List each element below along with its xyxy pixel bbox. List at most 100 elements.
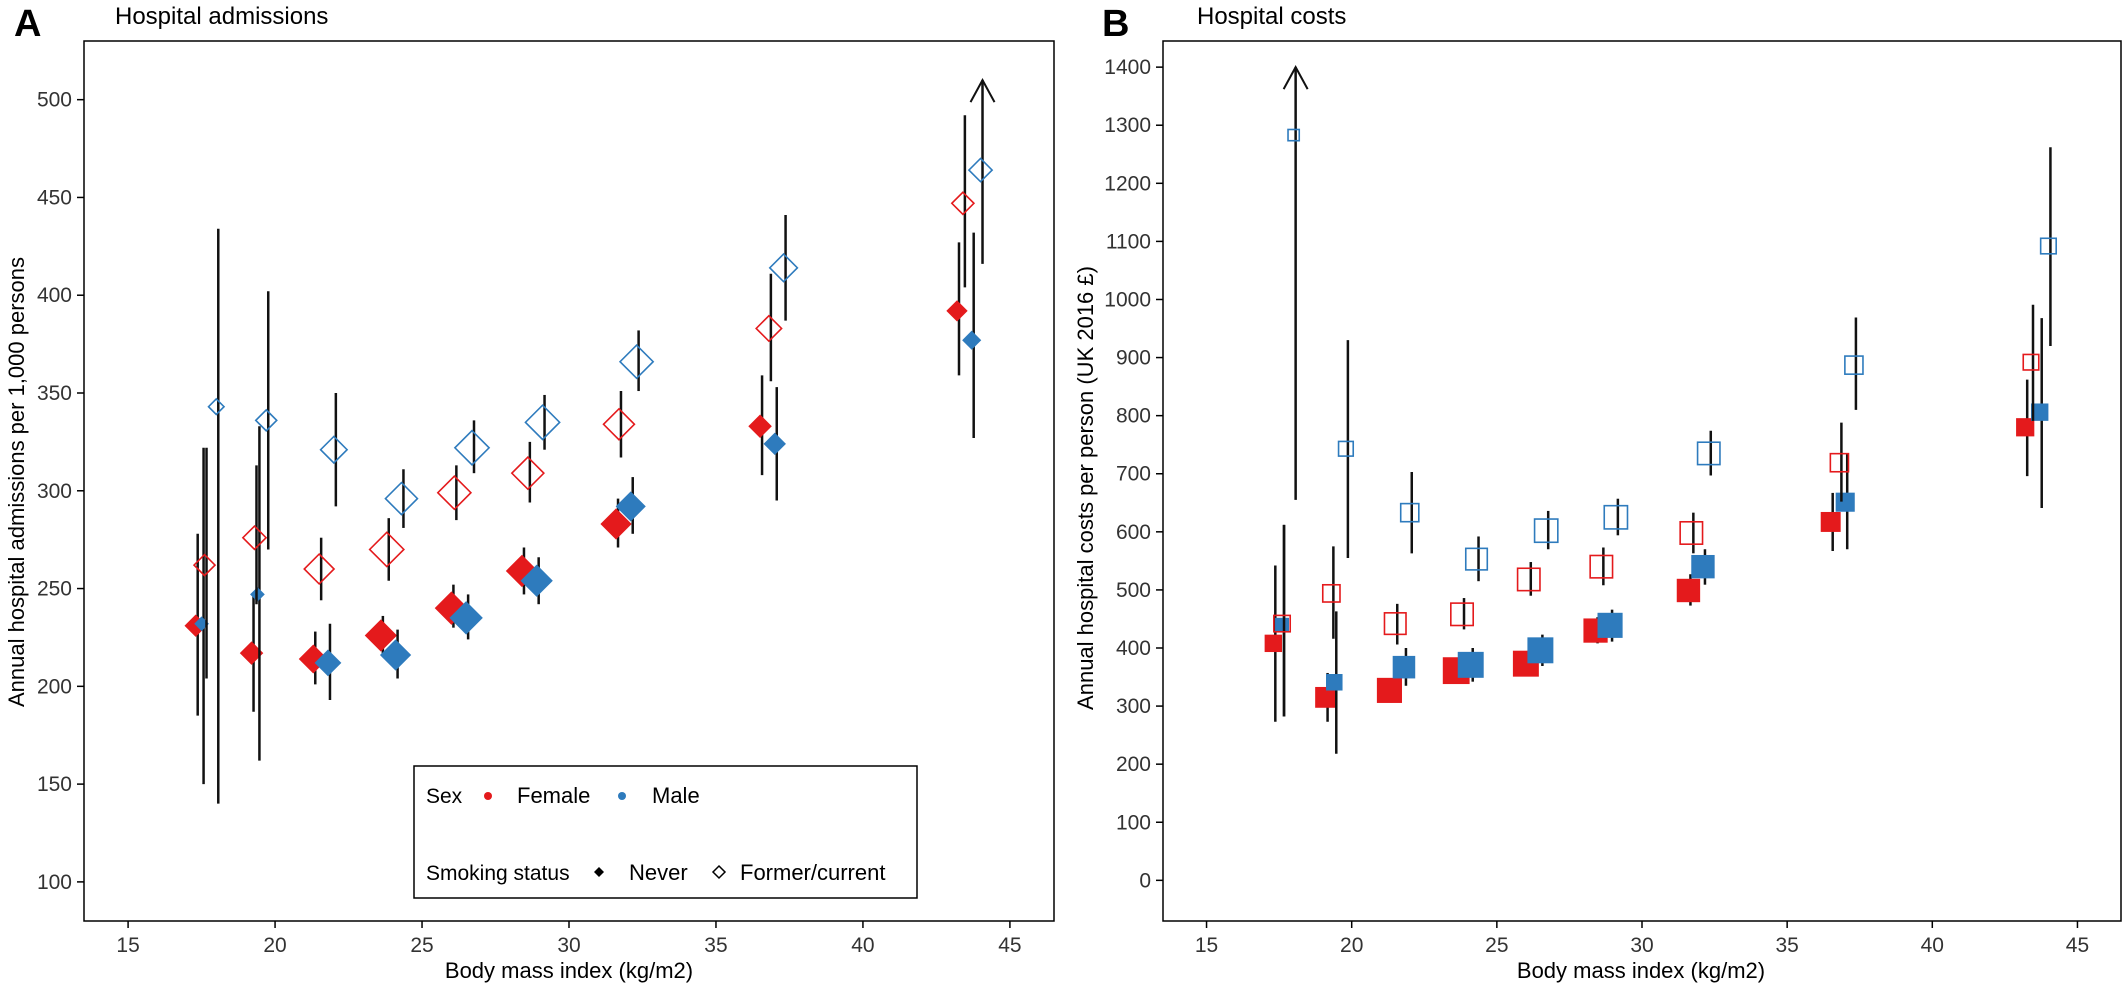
y-tick-label: 150 xyxy=(37,773,72,796)
open-square-point xyxy=(2022,353,2040,371)
filled-diamond-point xyxy=(748,414,772,439)
panel-title-a: Hospital admissions xyxy=(115,3,328,30)
open-square-point xyxy=(1321,583,1341,603)
filled-square-point xyxy=(1691,554,1715,579)
open-diamond-point xyxy=(241,524,268,551)
panel-b: B Hospital costs Annual hospital costs p… xyxy=(1073,3,2122,983)
x-tick-label: 30 xyxy=(1630,934,1653,957)
x-tick-label: 40 xyxy=(1921,934,1944,957)
x-tick-label: 35 xyxy=(704,934,727,957)
open-square-point xyxy=(1516,567,1541,592)
x-tick-label: 45 xyxy=(2066,934,2089,957)
x-tick-label: 25 xyxy=(410,934,433,957)
x-tick-label: 45 xyxy=(998,934,1021,957)
y-tick-label: 1200 xyxy=(1104,172,1151,195)
y-tick-label: 300 xyxy=(37,480,72,503)
open-square-point xyxy=(1383,612,1407,636)
filled-square-point xyxy=(1264,634,1283,653)
y-tick-label: 600 xyxy=(1116,521,1151,544)
filled-square-point xyxy=(1326,674,1343,691)
open-square-point xyxy=(1399,502,1420,523)
legend-never-label: Never xyxy=(629,860,688,885)
open-square-point xyxy=(1696,441,1721,466)
open-diamond-point xyxy=(602,407,636,441)
filled-diamond-point xyxy=(615,491,646,522)
open-square-point xyxy=(1589,554,1614,579)
open-diamond-point xyxy=(950,191,976,216)
legend-former-label: Former/current xyxy=(740,860,885,885)
panel-a: A Hospital admissions Annual hospital ad… xyxy=(4,3,1055,983)
open-square-point xyxy=(1679,520,1704,545)
x-tick-label: 35 xyxy=(1775,934,1798,957)
filled-square-point xyxy=(2016,418,2035,437)
open-diamond-point xyxy=(524,404,561,441)
x-axis-label-a: Body mass index (kg/m2) xyxy=(445,958,693,983)
data-marks-b xyxy=(1264,65,2057,754)
y-tick-label: 300 xyxy=(1116,695,1151,718)
legend-female-dot xyxy=(484,792,492,800)
open-diamond-point xyxy=(510,456,545,491)
y-tick-label: 250 xyxy=(37,578,72,601)
error-bar-arrow xyxy=(969,78,996,103)
open-diamond-point xyxy=(368,531,405,568)
y-tick-label: 1400 xyxy=(1104,56,1151,79)
filled-diamond-point xyxy=(314,649,342,677)
filled-square-point xyxy=(1527,637,1554,664)
filled-square-point xyxy=(2031,403,2049,421)
legend-female-label: Female xyxy=(517,783,590,808)
open-square-point xyxy=(1829,452,1850,473)
legend-box xyxy=(413,765,918,899)
y-tick-label: 200 xyxy=(37,675,72,698)
filled-diamond-point xyxy=(600,508,632,540)
axis-ticks-a: 15 20 25 30 35 40 45 100 150 200 250 300 350 400 450 50… xyxy=(37,89,1022,957)
filled-diamond-point xyxy=(364,619,398,652)
filled-square-point xyxy=(1597,612,1623,638)
filled-diamond-point xyxy=(505,554,539,588)
y-tick-label: 400 xyxy=(37,284,72,307)
open-diamond-point xyxy=(192,553,217,577)
filled-diamond-point xyxy=(298,644,328,674)
y-tick-label: 700 xyxy=(1116,463,1151,486)
open-square-point xyxy=(1464,547,1489,571)
open-diamond-point xyxy=(436,475,473,511)
legend-sex-title: Sex xyxy=(426,785,463,808)
open-square-point xyxy=(1533,518,1559,544)
axis-ticks-b: 15 20 25 30 35 40 45 0 100 200 300 400 500 600 700 800 9… xyxy=(1104,56,2089,957)
y-tick-label: 400 xyxy=(1116,637,1151,660)
open-diamond-point xyxy=(319,435,349,465)
plot-frame-b xyxy=(1162,40,2122,922)
open-square-point xyxy=(1287,128,1301,142)
legend: Sex Female Male Smoking status Never For… xyxy=(413,765,918,899)
open-diamond-point xyxy=(207,397,226,416)
filled-square-point xyxy=(1835,492,1855,512)
y-tick-label: 200 xyxy=(1116,753,1151,776)
x-tick-label: 40 xyxy=(851,934,874,957)
filled-diamond-point xyxy=(962,330,982,350)
y-tick-label: 1300 xyxy=(1104,114,1151,137)
legend-smoking-title: Smoking status xyxy=(426,862,570,885)
filled-diamond-point xyxy=(379,639,412,671)
legend-former-marker xyxy=(711,864,727,880)
panel-letter-b: B xyxy=(1102,3,1129,45)
y-tick-label: 100 xyxy=(1116,811,1151,834)
y-tick-label: 450 xyxy=(37,186,72,209)
y-tick-label: 100 xyxy=(37,871,72,894)
legend-never-marker xyxy=(594,867,604,877)
filled-diamond-point xyxy=(763,432,786,456)
legend-male-dot xyxy=(618,792,626,800)
y-tick-label: 0 xyxy=(1139,869,1151,892)
filled-diamond-point xyxy=(449,601,483,635)
open-square-point xyxy=(1450,602,1475,627)
y-tick-label: 900 xyxy=(1116,347,1151,370)
error-bar-arrow xyxy=(1282,65,1309,90)
y-tick-label: 500 xyxy=(37,89,72,112)
filled-diamond-point xyxy=(946,300,968,322)
data-marks-a xyxy=(184,78,996,804)
y-tick-label: 1100 xyxy=(1106,230,1151,253)
open-square-point xyxy=(1337,440,1355,457)
y-axis-label-a: Annual hospital admissions per 1,000 per… xyxy=(4,257,29,707)
y-tick-label: 1000 xyxy=(1104,288,1151,311)
x-tick-label: 20 xyxy=(1340,934,1363,957)
open-diamond-point xyxy=(384,481,419,516)
open-square-point xyxy=(1603,504,1629,530)
